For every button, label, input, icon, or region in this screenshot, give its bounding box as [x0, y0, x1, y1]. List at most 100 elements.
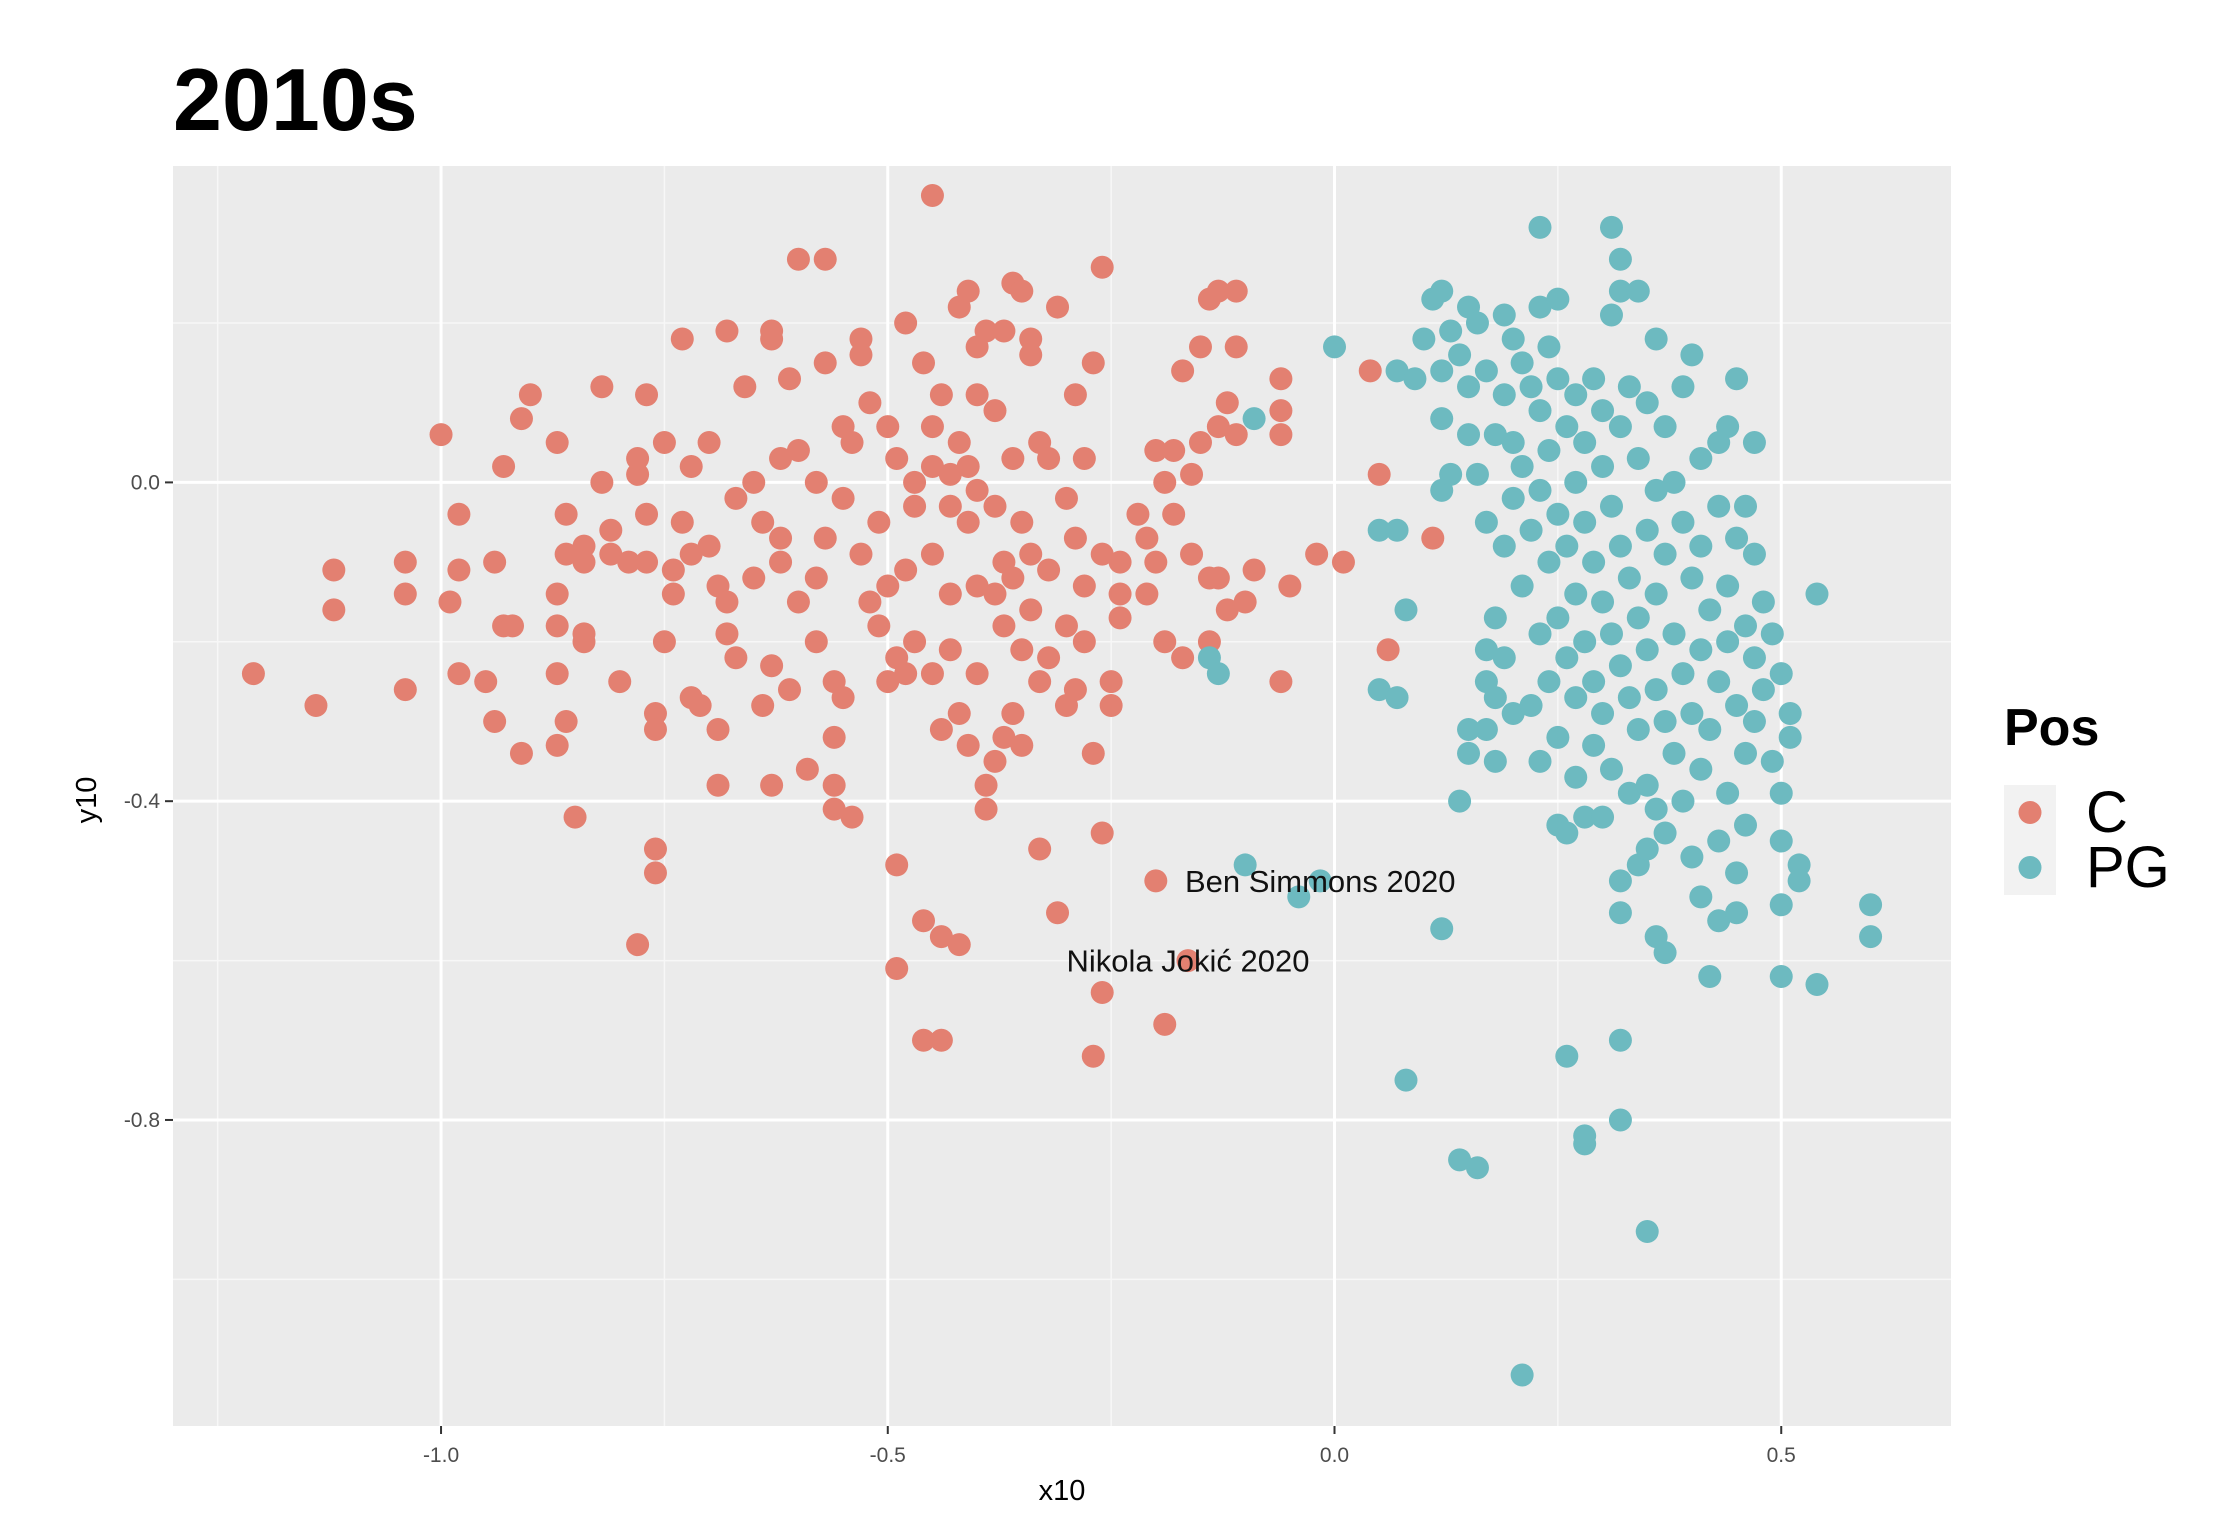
point-c	[590, 470, 614, 494]
point-c	[679, 454, 703, 478]
point-c	[777, 367, 801, 391]
point-c	[894, 558, 918, 582]
point-pg	[1233, 853, 1257, 877]
point-c	[1224, 279, 1248, 303]
point-pg	[1671, 789, 1695, 813]
point-pg	[1778, 702, 1802, 726]
point-pg	[1698, 598, 1722, 622]
point-pg	[1528, 215, 1552, 239]
point-pg	[1644, 582, 1668, 606]
point-label: Nikola Jokić 2020	[1066, 944, 1309, 979]
point-pg	[1859, 925, 1883, 949]
point-c	[1108, 550, 1132, 574]
point-pg	[1689, 638, 1713, 662]
point-c	[983, 399, 1007, 423]
point-c	[751, 510, 775, 534]
point-c	[1376, 638, 1400, 662]
point-pg	[1635, 518, 1659, 542]
point-pg	[1501, 702, 1525, 726]
point-c	[769, 550, 793, 574]
point-pg	[1564, 686, 1588, 710]
chart-title: 2010s	[173, 50, 418, 149]
point-pg	[1474, 717, 1498, 741]
point-pg	[1716, 574, 1740, 598]
point-pg	[1751, 590, 1775, 614]
point-c	[983, 494, 1007, 518]
point-pg	[1483, 423, 1507, 447]
point-c	[322, 598, 346, 622]
point-pg	[1608, 901, 1632, 925]
point-c	[1176, 949, 1200, 973]
y-tick-label: -0.8	[124, 1109, 160, 1132]
point-pg	[1734, 813, 1758, 837]
point-pg	[1608, 654, 1632, 678]
point-c	[501, 614, 525, 638]
point-c	[929, 1028, 953, 1052]
point-pg	[1742, 646, 1766, 670]
legend-marker-pg	[2018, 856, 2042, 879]
point-c	[635, 550, 659, 574]
point-c	[724, 646, 748, 670]
point-c	[831, 686, 855, 710]
point-pg	[1671, 510, 1695, 534]
point-c	[965, 662, 989, 686]
point-c	[992, 319, 1016, 343]
point-pg	[1635, 773, 1659, 797]
point-pg	[1519, 694, 1543, 718]
point-c	[599, 518, 623, 542]
point-c	[929, 925, 953, 949]
point-c	[760, 773, 784, 797]
point-c	[1054, 486, 1078, 510]
point-pg	[1492, 383, 1516, 407]
point-c	[813, 526, 837, 550]
point-pg	[1573, 630, 1597, 654]
point-c	[626, 933, 650, 957]
point-pg	[1591, 590, 1615, 614]
point-c	[483, 709, 507, 733]
point-c	[822, 797, 846, 821]
point-c	[1081, 741, 1105, 765]
point-c	[938, 494, 962, 518]
point-c	[1010, 733, 1034, 757]
point-c	[831, 486, 855, 510]
point-c	[652, 630, 676, 654]
point-pg	[1591, 454, 1615, 478]
point-c	[1099, 670, 1123, 694]
point-pg	[1787, 853, 1811, 877]
point-pg	[1537, 335, 1561, 359]
point-pg	[1591, 805, 1615, 829]
point-pg	[1474, 510, 1498, 534]
point-c	[1081, 1044, 1105, 1068]
point-pg	[1412, 327, 1436, 351]
point-c	[751, 694, 775, 718]
point-pg	[1742, 542, 1766, 566]
point-pg	[1448, 1148, 1472, 1172]
point-pg	[1742, 709, 1766, 733]
point-c	[822, 773, 846, 797]
point-label: Ben Simmons 2020	[1185, 864, 1456, 899]
point-pg	[1510, 454, 1534, 478]
point-c	[304, 694, 328, 718]
point-pg	[1734, 741, 1758, 765]
point-pg	[1778, 725, 1802, 749]
point-c	[724, 486, 748, 510]
point-pg	[1608, 1108, 1632, 1132]
point-pg	[1742, 431, 1766, 455]
y-tick-label: -0.4	[124, 790, 161, 813]
point-pg	[1465, 1156, 1489, 1180]
point-c	[643, 717, 667, 741]
point-c	[920, 454, 944, 478]
point-c	[706, 773, 730, 797]
point-c	[429, 423, 453, 447]
point-c	[509, 407, 533, 431]
point-c	[965, 383, 989, 407]
point-pg	[1439, 319, 1463, 343]
point-pg	[1635, 1220, 1659, 1244]
grid-lines	[173, 166, 1951, 1426]
point-c	[241, 662, 265, 686]
point-pg	[1564, 383, 1588, 407]
point-pg	[1573, 805, 1597, 829]
point-pg	[1528, 478, 1552, 502]
point-pg	[1689, 885, 1713, 909]
point-c	[876, 415, 900, 439]
